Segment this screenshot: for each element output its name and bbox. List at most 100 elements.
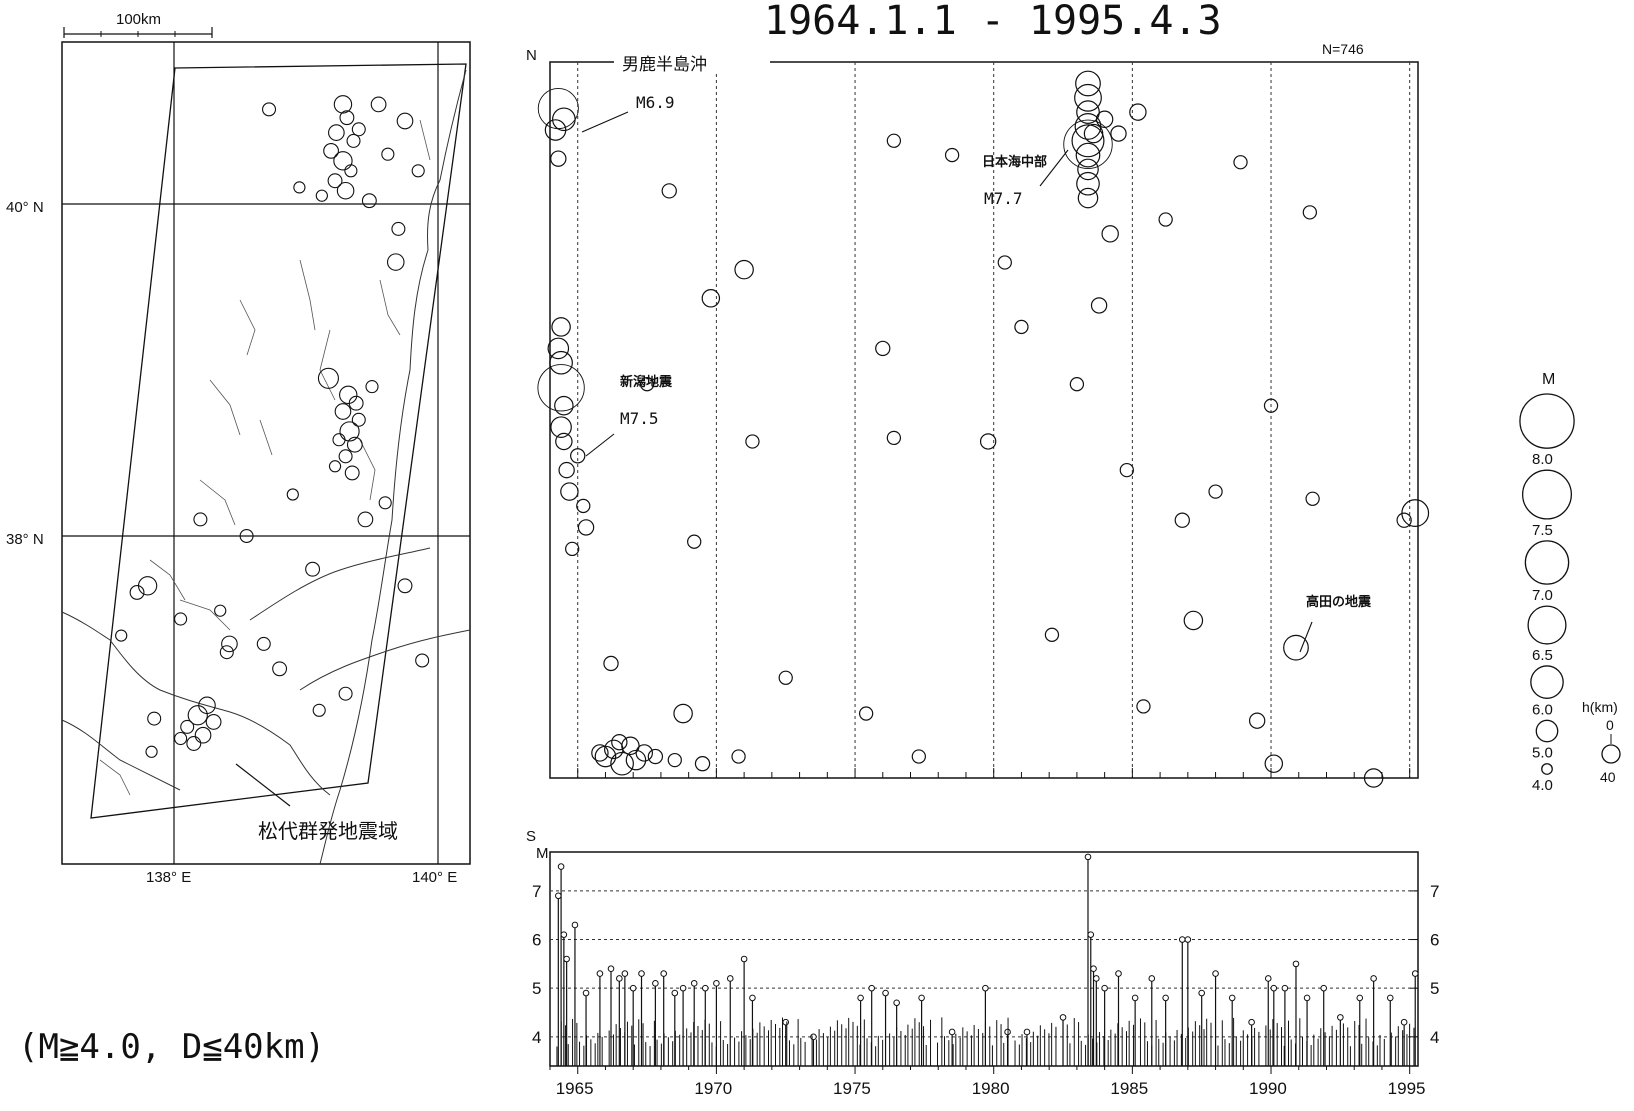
- space-time-annotations: M6.9 新潟地震 M7.5 日本海中部 M7.7 高田の地震: [581, 93, 1372, 653]
- space-time-point: [558, 461, 575, 479]
- space-time-point: [1305, 491, 1320, 506]
- space-time-point: [1264, 754, 1284, 773]
- mag-stem-head: [893, 999, 900, 1007]
- space-time-point: [1233, 155, 1248, 170]
- epicenter-point: [115, 629, 128, 642]
- mag-stem-head: [1093, 975, 1100, 982]
- epicenter-point: [145, 745, 158, 758]
- mag-stem-head: [1320, 984, 1328, 992]
- epicenter-point: [186, 736, 202, 751]
- epicenter-point: [214, 604, 227, 617]
- coastline: [61, 69, 471, 865]
- space-time-point: [1119, 462, 1134, 478]
- mag-stem-head: [1370, 975, 1377, 982]
- space-time-point: [1077, 187, 1099, 209]
- mag-stem-head: [1131, 994, 1139, 1002]
- space-time-point: [551, 317, 571, 337]
- space-time-point: [550, 416, 572, 438]
- legend-depth-top: 0: [1606, 717, 1614, 733]
- space-time-point: [1129, 103, 1147, 121]
- epicenter-point: [137, 576, 158, 596]
- mag-tick-label-left: 4: [532, 1028, 541, 1047]
- epicenter-point: [338, 686, 353, 701]
- epicenter-point: [205, 714, 222, 730]
- mag-stem-head: [782, 1018, 790, 1026]
- space-time-point: [576, 498, 591, 514]
- map-frame: [61, 41, 471, 865]
- mag-stem-head: [810, 1033, 817, 1041]
- epicenter-point: [391, 221, 406, 236]
- epicenter-map: 100km: [6, 11, 471, 886]
- mag-tick-label-left: 7: [532, 882, 541, 901]
- epicenter-point: [336, 181, 355, 200]
- mag-y-tick-labels: 4 4 5 5 6 6 7 7: [532, 882, 1439, 1047]
- mag-stem-head: [555, 892, 562, 900]
- legend-magnitude-label: 6.0: [1532, 701, 1553, 718]
- scale-bar: [63, 27, 213, 38]
- mag-stem-head: [882, 989, 889, 997]
- legend-magnitude-label: 7.0: [1532, 587, 1553, 604]
- mag-stem-head: [749, 994, 756, 1002]
- epicenter-point: [344, 465, 360, 481]
- epicenter-point: [332, 433, 346, 447]
- space-time-point: [1183, 610, 1204, 631]
- mag-stems: [555, 853, 1419, 1066]
- mag-stem-head: [726, 975, 734, 982]
- mag-stem-head: [1264, 975, 1272, 982]
- space-time-point: [1044, 627, 1060, 642]
- epicenter-point: [272, 661, 288, 677]
- space-time-point: [1283, 634, 1309, 661]
- mag-tick-label-right: 4: [1430, 1028, 1439, 1047]
- space-time-point: [577, 519, 595, 536]
- space-time-point: [997, 255, 1012, 270]
- space-time-point: [560, 482, 579, 501]
- epicenter-point: [129, 584, 145, 600]
- space-time-point: [594, 745, 617, 768]
- mag-stem-head: [1115, 970, 1122, 977]
- legend-magnitude-label: 7.5: [1532, 522, 1553, 539]
- region-label-bg: [614, 54, 770, 72]
- lat-label-38: 38° N: [6, 531, 44, 548]
- space-time-point: [1095, 110, 1114, 128]
- epicenter-point: [323, 142, 339, 159]
- space-time-frame: [549, 61, 1419, 779]
- scale-bar-label: 100km: [116, 11, 161, 28]
- epicenter-point: [351, 122, 366, 137]
- space-time-point: [694, 755, 711, 772]
- space-time-point: [1174, 512, 1190, 528]
- epicenter-point: [262, 102, 277, 117]
- epicenter-point: [327, 173, 343, 189]
- projection-strip: [90, 63, 467, 819]
- mag-stem-head: [1356, 994, 1364, 1002]
- space-time-point: [552, 107, 576, 132]
- year-tick-label: 1965: [556, 1079, 594, 1098]
- space-time-gridlines: [577, 62, 1411, 778]
- epicenter-point: [357, 511, 374, 528]
- mag-stem-head: [621, 970, 629, 977]
- space-time-point: [731, 749, 746, 764]
- mag-tick-label-left: 6: [532, 931, 541, 950]
- mag-stem-head: [571, 921, 579, 929]
- epicenter-point: [339, 421, 360, 442]
- space-time-point: [639, 377, 655, 392]
- space-time-point: [570, 448, 586, 464]
- epicenter-point: [221, 635, 238, 653]
- legend-magnitude-label: 4.0: [1532, 777, 1553, 794]
- epicenter-point: [378, 496, 392, 510]
- space-time-point: [635, 744, 654, 762]
- year-tick-label: 1975: [833, 1079, 871, 1098]
- mag-stem-head: [607, 965, 615, 973]
- space-time-point: [1396, 512, 1412, 528]
- space-time-point: [1075, 70, 1101, 97]
- mag-stem-head: [690, 980, 698, 987]
- legend-magnitude-circle: [1527, 605, 1567, 645]
- space-time-point: [1014, 319, 1029, 335]
- space-time-point: [1076, 100, 1100, 124]
- space-time-point: [1158, 212, 1173, 227]
- epicenter-point: [361, 193, 377, 209]
- space-time-point: [647, 748, 664, 765]
- year-tick-label: 1980: [972, 1079, 1010, 1098]
- space-time-point: [547, 337, 570, 360]
- mag-plot-frame: [549, 851, 1419, 1067]
